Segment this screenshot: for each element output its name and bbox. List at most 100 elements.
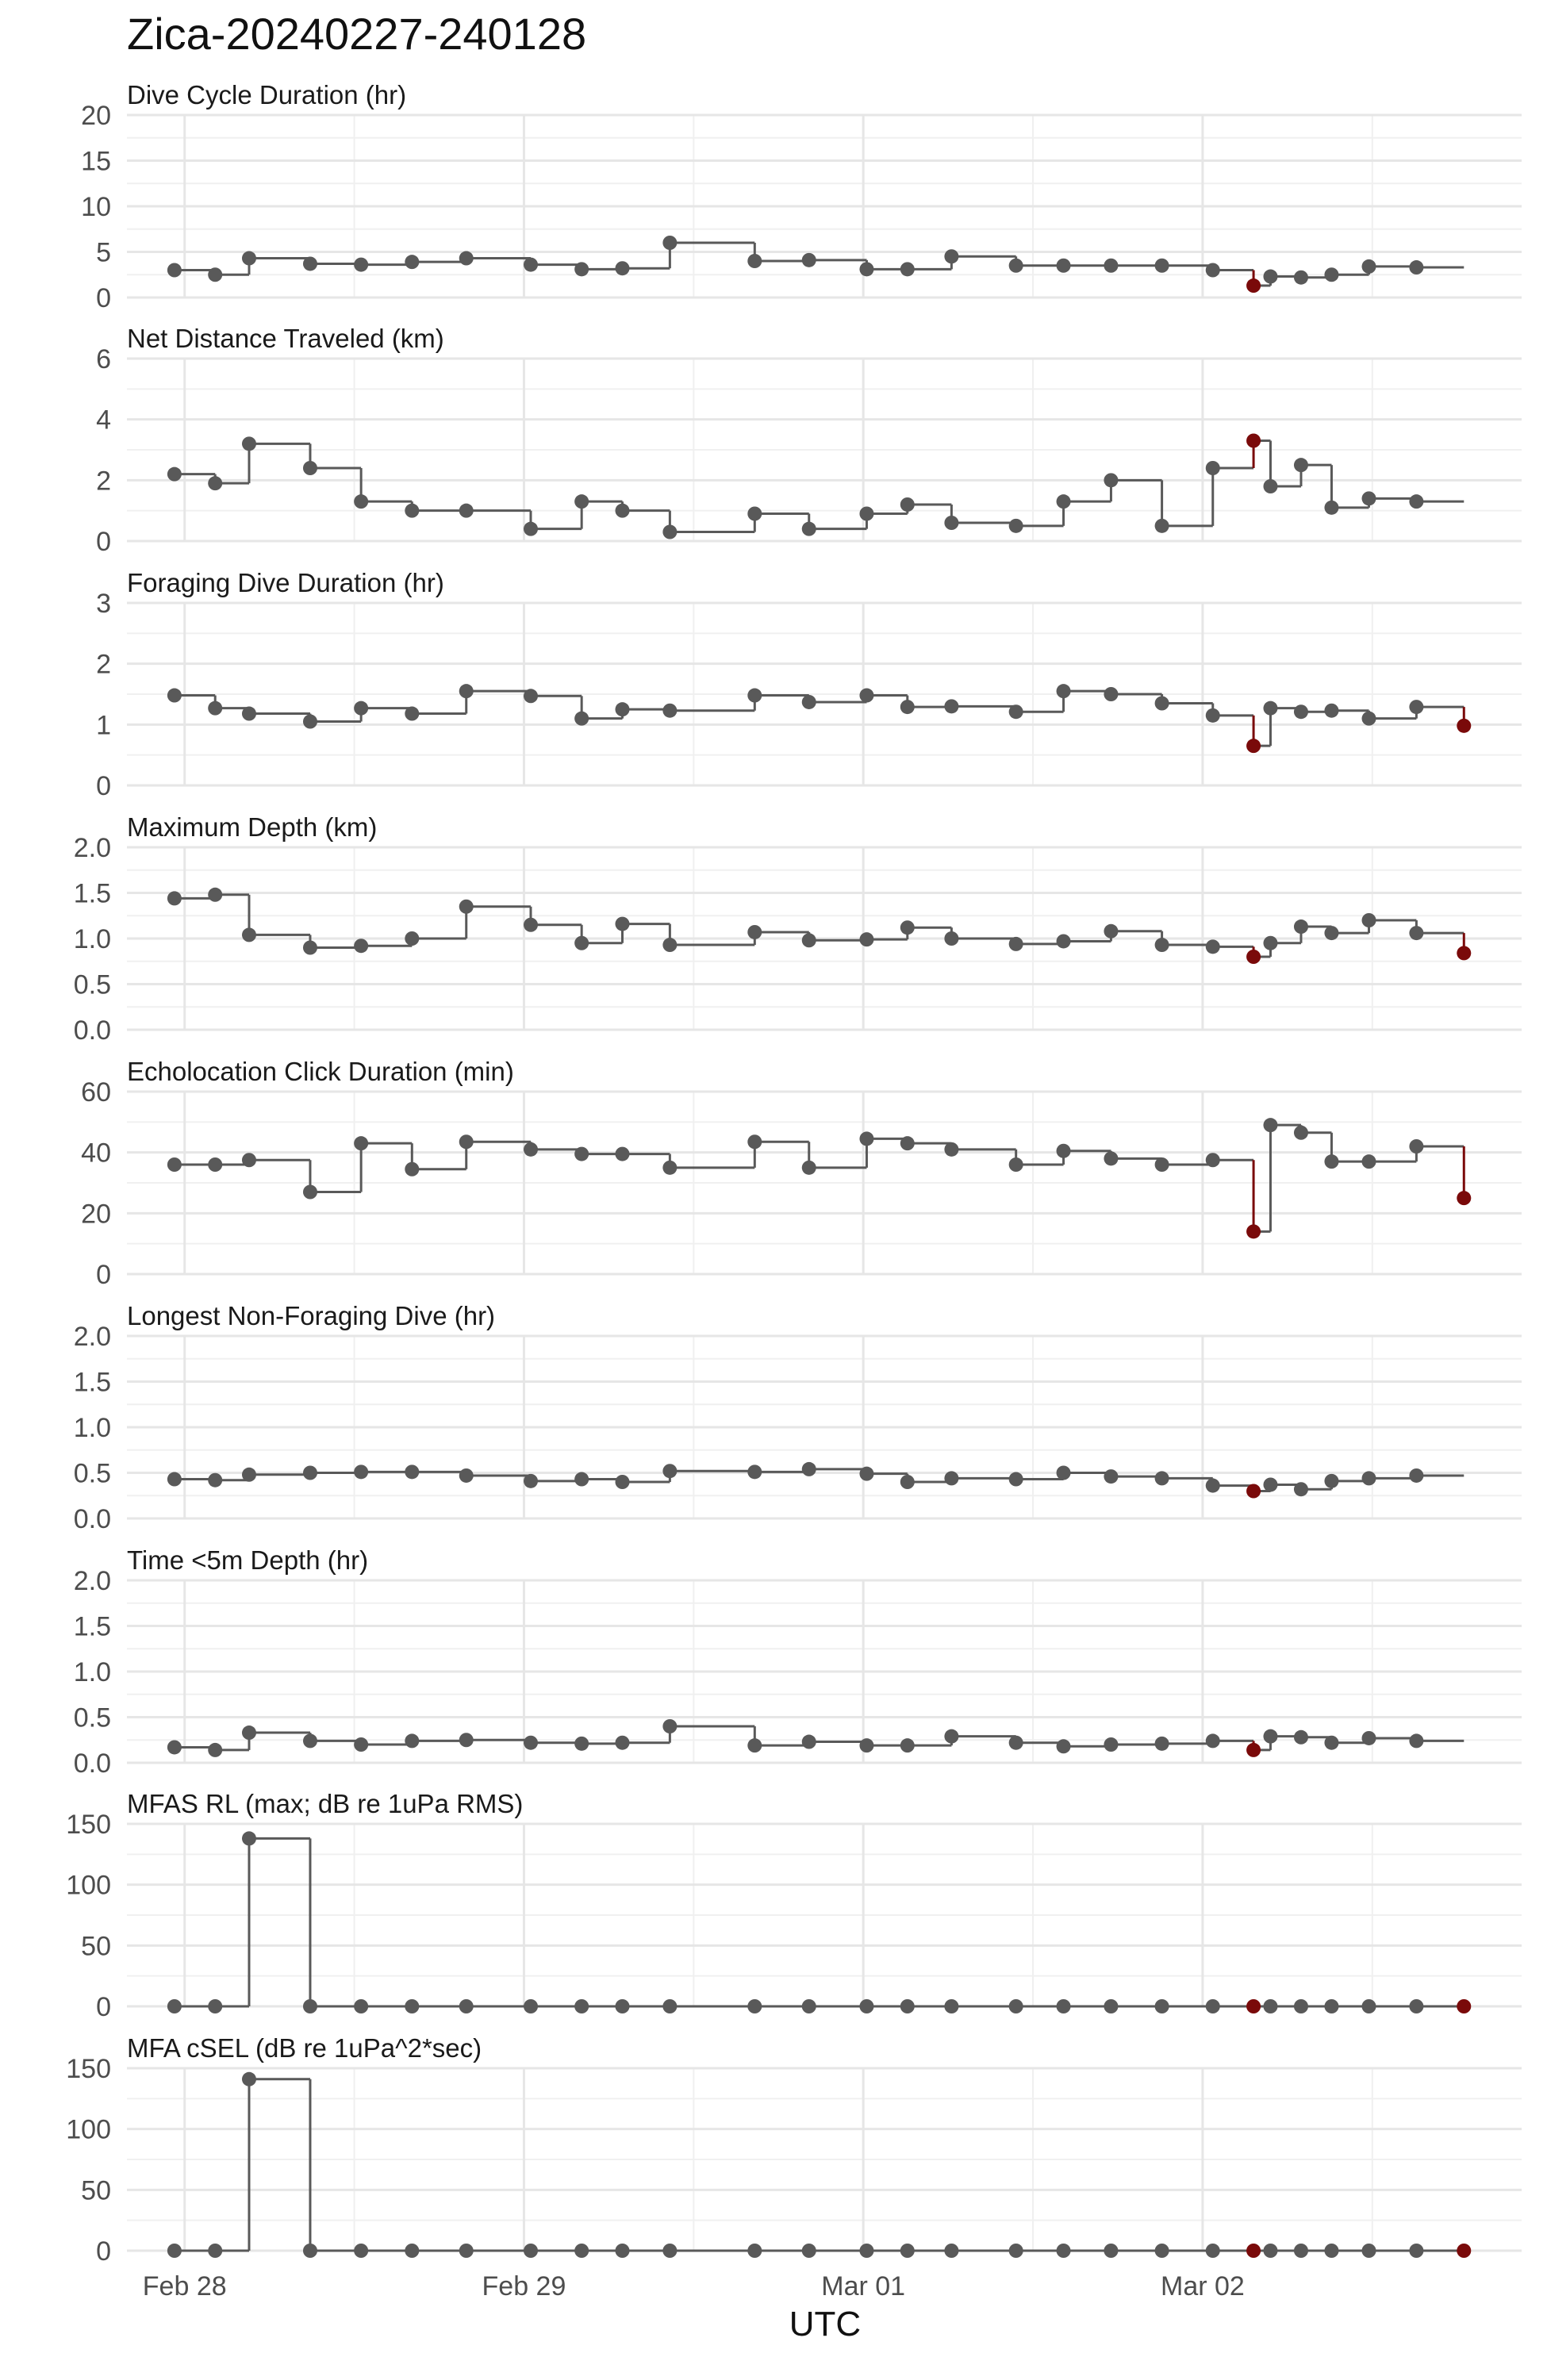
data-point xyxy=(1008,258,1023,273)
data-point xyxy=(859,688,874,703)
data-point xyxy=(354,1999,369,2013)
data-point xyxy=(241,436,256,451)
data-point xyxy=(662,524,678,539)
data-point xyxy=(747,506,762,521)
y-tick-label: 2 xyxy=(96,466,111,496)
data-point xyxy=(302,714,317,729)
data-point xyxy=(167,1157,182,1172)
data-point-flagged xyxy=(1457,946,1472,961)
data-point xyxy=(1205,1153,1220,1168)
data-point xyxy=(167,1472,182,1487)
x-tick-label: Mar 01 xyxy=(821,2271,905,2301)
data-point xyxy=(1154,258,1169,273)
data-point xyxy=(1154,1157,1169,1172)
data-point xyxy=(302,1184,317,1200)
data-point xyxy=(1205,708,1220,723)
data-point xyxy=(1205,461,1220,475)
data-point xyxy=(1324,703,1339,718)
data-point xyxy=(859,1738,874,1753)
data-point-flagged xyxy=(1457,1999,1472,2013)
data-point xyxy=(241,2071,256,2086)
data-point xyxy=(1324,926,1339,941)
data-point xyxy=(1293,2244,1308,2258)
data-point xyxy=(1324,1735,1339,1750)
data-point xyxy=(662,1160,678,1175)
data-point xyxy=(1104,923,1119,939)
data-point xyxy=(747,2244,762,2258)
y-tick-label: 100 xyxy=(66,2115,111,2145)
data-point xyxy=(801,1999,816,2013)
y-tick-label: 0.0 xyxy=(74,1504,111,1534)
y-tick-label: 1.5 xyxy=(74,1612,111,1642)
panel-title: Net Distance Traveled (km) xyxy=(127,324,444,353)
data-point xyxy=(1205,1733,1220,1749)
data-point xyxy=(167,1740,182,1755)
data-point xyxy=(662,2244,678,2258)
data-point xyxy=(615,1146,630,1161)
y-tick-label: 150 xyxy=(66,2054,111,2084)
data-point xyxy=(1056,494,1071,509)
y-tick-label: 0 xyxy=(96,2236,111,2267)
data-point xyxy=(302,461,317,475)
data-point xyxy=(1324,500,1339,515)
data-point xyxy=(1205,1478,1220,1493)
data-point xyxy=(1361,913,1376,927)
data-point xyxy=(859,2244,874,2258)
y-tick-label: 0.5 xyxy=(74,1459,111,1489)
data-point xyxy=(1361,2244,1376,2258)
data-point xyxy=(302,940,317,955)
y-tick-label: 0 xyxy=(96,1992,111,2022)
data-point xyxy=(574,1146,589,1161)
data-point-flagged xyxy=(1246,1999,1261,2013)
data-point xyxy=(1205,939,1220,954)
data-point xyxy=(1361,491,1376,506)
data-point xyxy=(524,1142,539,1157)
data-point xyxy=(459,251,474,266)
data-point xyxy=(241,927,256,942)
data-point xyxy=(1324,1154,1339,1169)
data-point xyxy=(459,1468,474,1483)
data-point xyxy=(944,1729,959,1744)
data-point xyxy=(1104,1469,1119,1484)
data-point xyxy=(900,1738,915,1753)
data-point xyxy=(1154,2244,1169,2258)
x-tick-label: Feb 29 xyxy=(482,2271,566,2301)
data-point xyxy=(1263,2244,1278,2258)
y-tick-label: 50 xyxy=(81,1931,111,1961)
data-point-flagged xyxy=(1246,739,1261,754)
y-tick-label: 2.0 xyxy=(74,1566,111,1596)
data-point xyxy=(1104,1999,1119,2013)
data-point xyxy=(1008,2244,1023,2258)
data-point xyxy=(801,1734,816,1749)
data-point xyxy=(1409,2244,1424,2258)
data-point xyxy=(1056,1143,1071,1158)
data-point xyxy=(944,1142,959,1157)
data-point xyxy=(1263,269,1278,284)
y-tick-label: 2 xyxy=(96,650,111,680)
data-point xyxy=(900,1136,915,1151)
data-point xyxy=(1409,926,1424,941)
data-point xyxy=(662,703,678,718)
y-tick-label: 50 xyxy=(81,2175,111,2205)
panel-title: Foraging Dive Duration (hr) xyxy=(127,568,444,597)
data-point xyxy=(1154,1736,1169,1751)
panel-title: Longest Non-Foraging Dive (hr) xyxy=(127,1301,495,1330)
data-point xyxy=(354,494,369,509)
data-point xyxy=(167,2244,182,2258)
y-tick-label: 100 xyxy=(66,1871,111,1901)
data-point xyxy=(801,2244,816,2258)
y-tick-label: 150 xyxy=(66,1810,111,1840)
y-tick-label: 1.0 xyxy=(74,1413,111,1443)
data-point xyxy=(208,2244,223,2258)
data-point xyxy=(1154,696,1169,711)
data-point xyxy=(1324,1999,1339,2013)
data-point xyxy=(1008,1157,1023,1172)
data-point xyxy=(167,263,182,278)
data-point-flagged xyxy=(1457,718,1472,733)
data-point xyxy=(662,1719,678,1733)
data-point xyxy=(900,700,915,715)
data-point xyxy=(747,688,762,703)
data-point xyxy=(574,1472,589,1487)
data-point xyxy=(900,1999,915,2013)
